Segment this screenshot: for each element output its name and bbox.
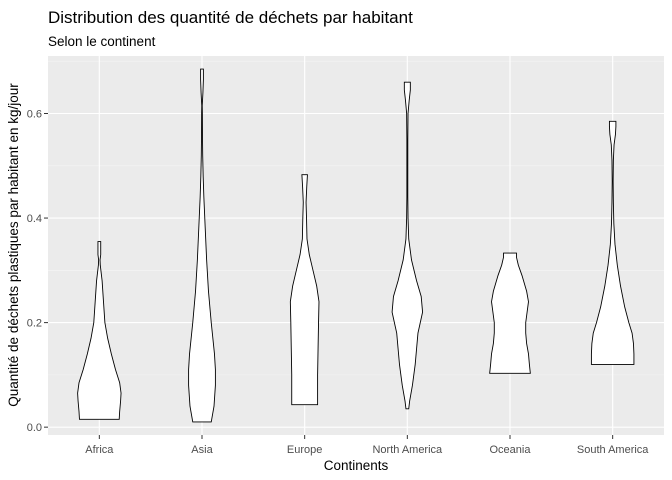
chart-subtitle: Selon le continent	[48, 34, 156, 49]
y-tick-label: 0.6	[27, 109, 42, 121]
x-tick-label: Asia	[191, 444, 213, 456]
x-tick-label: North America	[372, 444, 443, 456]
violin-south-america	[590, 120, 635, 365]
x-tick-label: Europe	[287, 444, 322, 456]
x-tick-label: Oceania	[490, 444, 532, 456]
violin-africa	[77, 241, 122, 420]
x-axis-title: Continents	[324, 458, 389, 473]
violin-europe	[289, 174, 320, 406]
violin-asia	[188, 68, 216, 423]
y-tick-label: 0.0	[27, 422, 42, 434]
violin-north-america	[391, 81, 424, 410]
chart-title: Distribution des quantité de déchets par…	[48, 8, 413, 27]
y-axis-title: Quantité de déchets plastiques par habit…	[6, 83, 21, 407]
y-axis: 0.0 0.2 0.4 0.6	[27, 109, 48, 434]
x-axis: Africa Asia Europe North America Oceania Sout…	[85, 435, 649, 456]
x-tick-label: South America	[577, 444, 649, 456]
plot-panel	[48, 56, 664, 435]
violin-oceania	[489, 252, 531, 374]
violins	[77, 68, 635, 423]
y-tick-label: 0.4	[27, 213, 42, 225]
y-tick-label: 0.2	[27, 318, 42, 330]
x-tick-label: Africa	[85, 444, 114, 456]
